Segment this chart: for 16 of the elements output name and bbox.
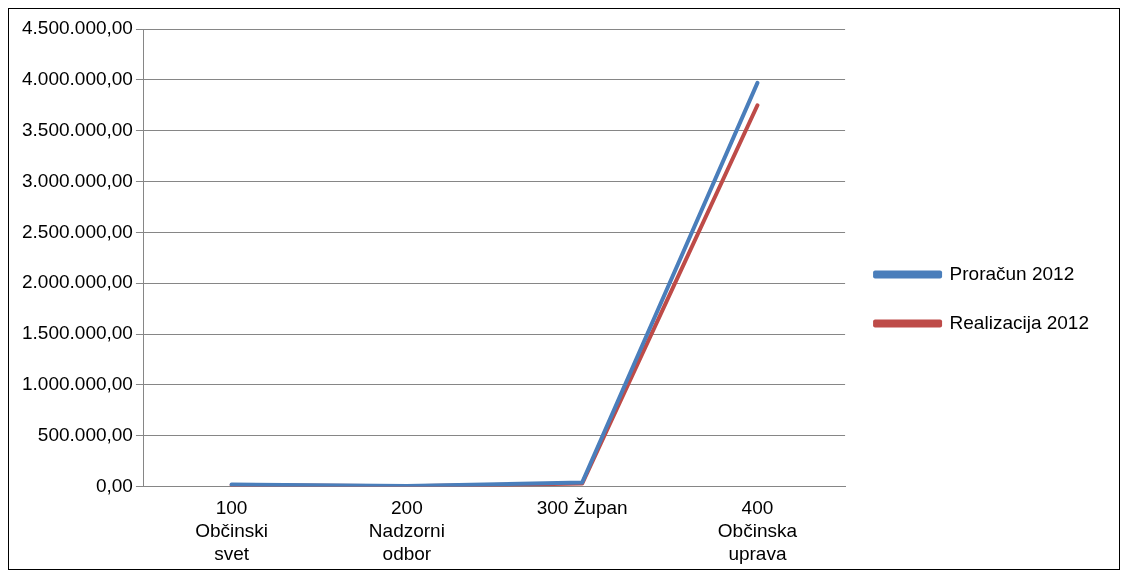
- y-tick-label: 4.500.000,00: [21, 17, 133, 39]
- y-tick-label: 3.000.000,00: [21, 169, 133, 191]
- y-tick-label: 500.000,00: [37, 423, 133, 445]
- x-tick-label: 200 Nadzorni odbor: [368, 497, 445, 564]
- y-tick-label: 2.500.000,00: [21, 220, 133, 242]
- x-tick-label: 100 Občinski svet: [195, 497, 269, 564]
- y-tick-label: 1.000.000,00: [21, 373, 133, 395]
- y-tick-label: 1.500.000,00: [21, 322, 133, 344]
- legend-label: Proračun 2012: [949, 262, 1075, 284]
- x-tick-label: 400 Občinska uprava: [717, 497, 798, 564]
- x-tick-label: 300 Župan: [536, 497, 628, 519]
- legend-label: Realizacija 2012: [949, 311, 1089, 333]
- y-tick-label: 0,00: [95, 474, 133, 496]
- y-tick-label: 3.500.000,00: [21, 118, 133, 140]
- y-tick-label: 2.000.000,00: [21, 271, 133, 293]
- y-tick-label: 4.000.000,00: [21, 68, 133, 90]
